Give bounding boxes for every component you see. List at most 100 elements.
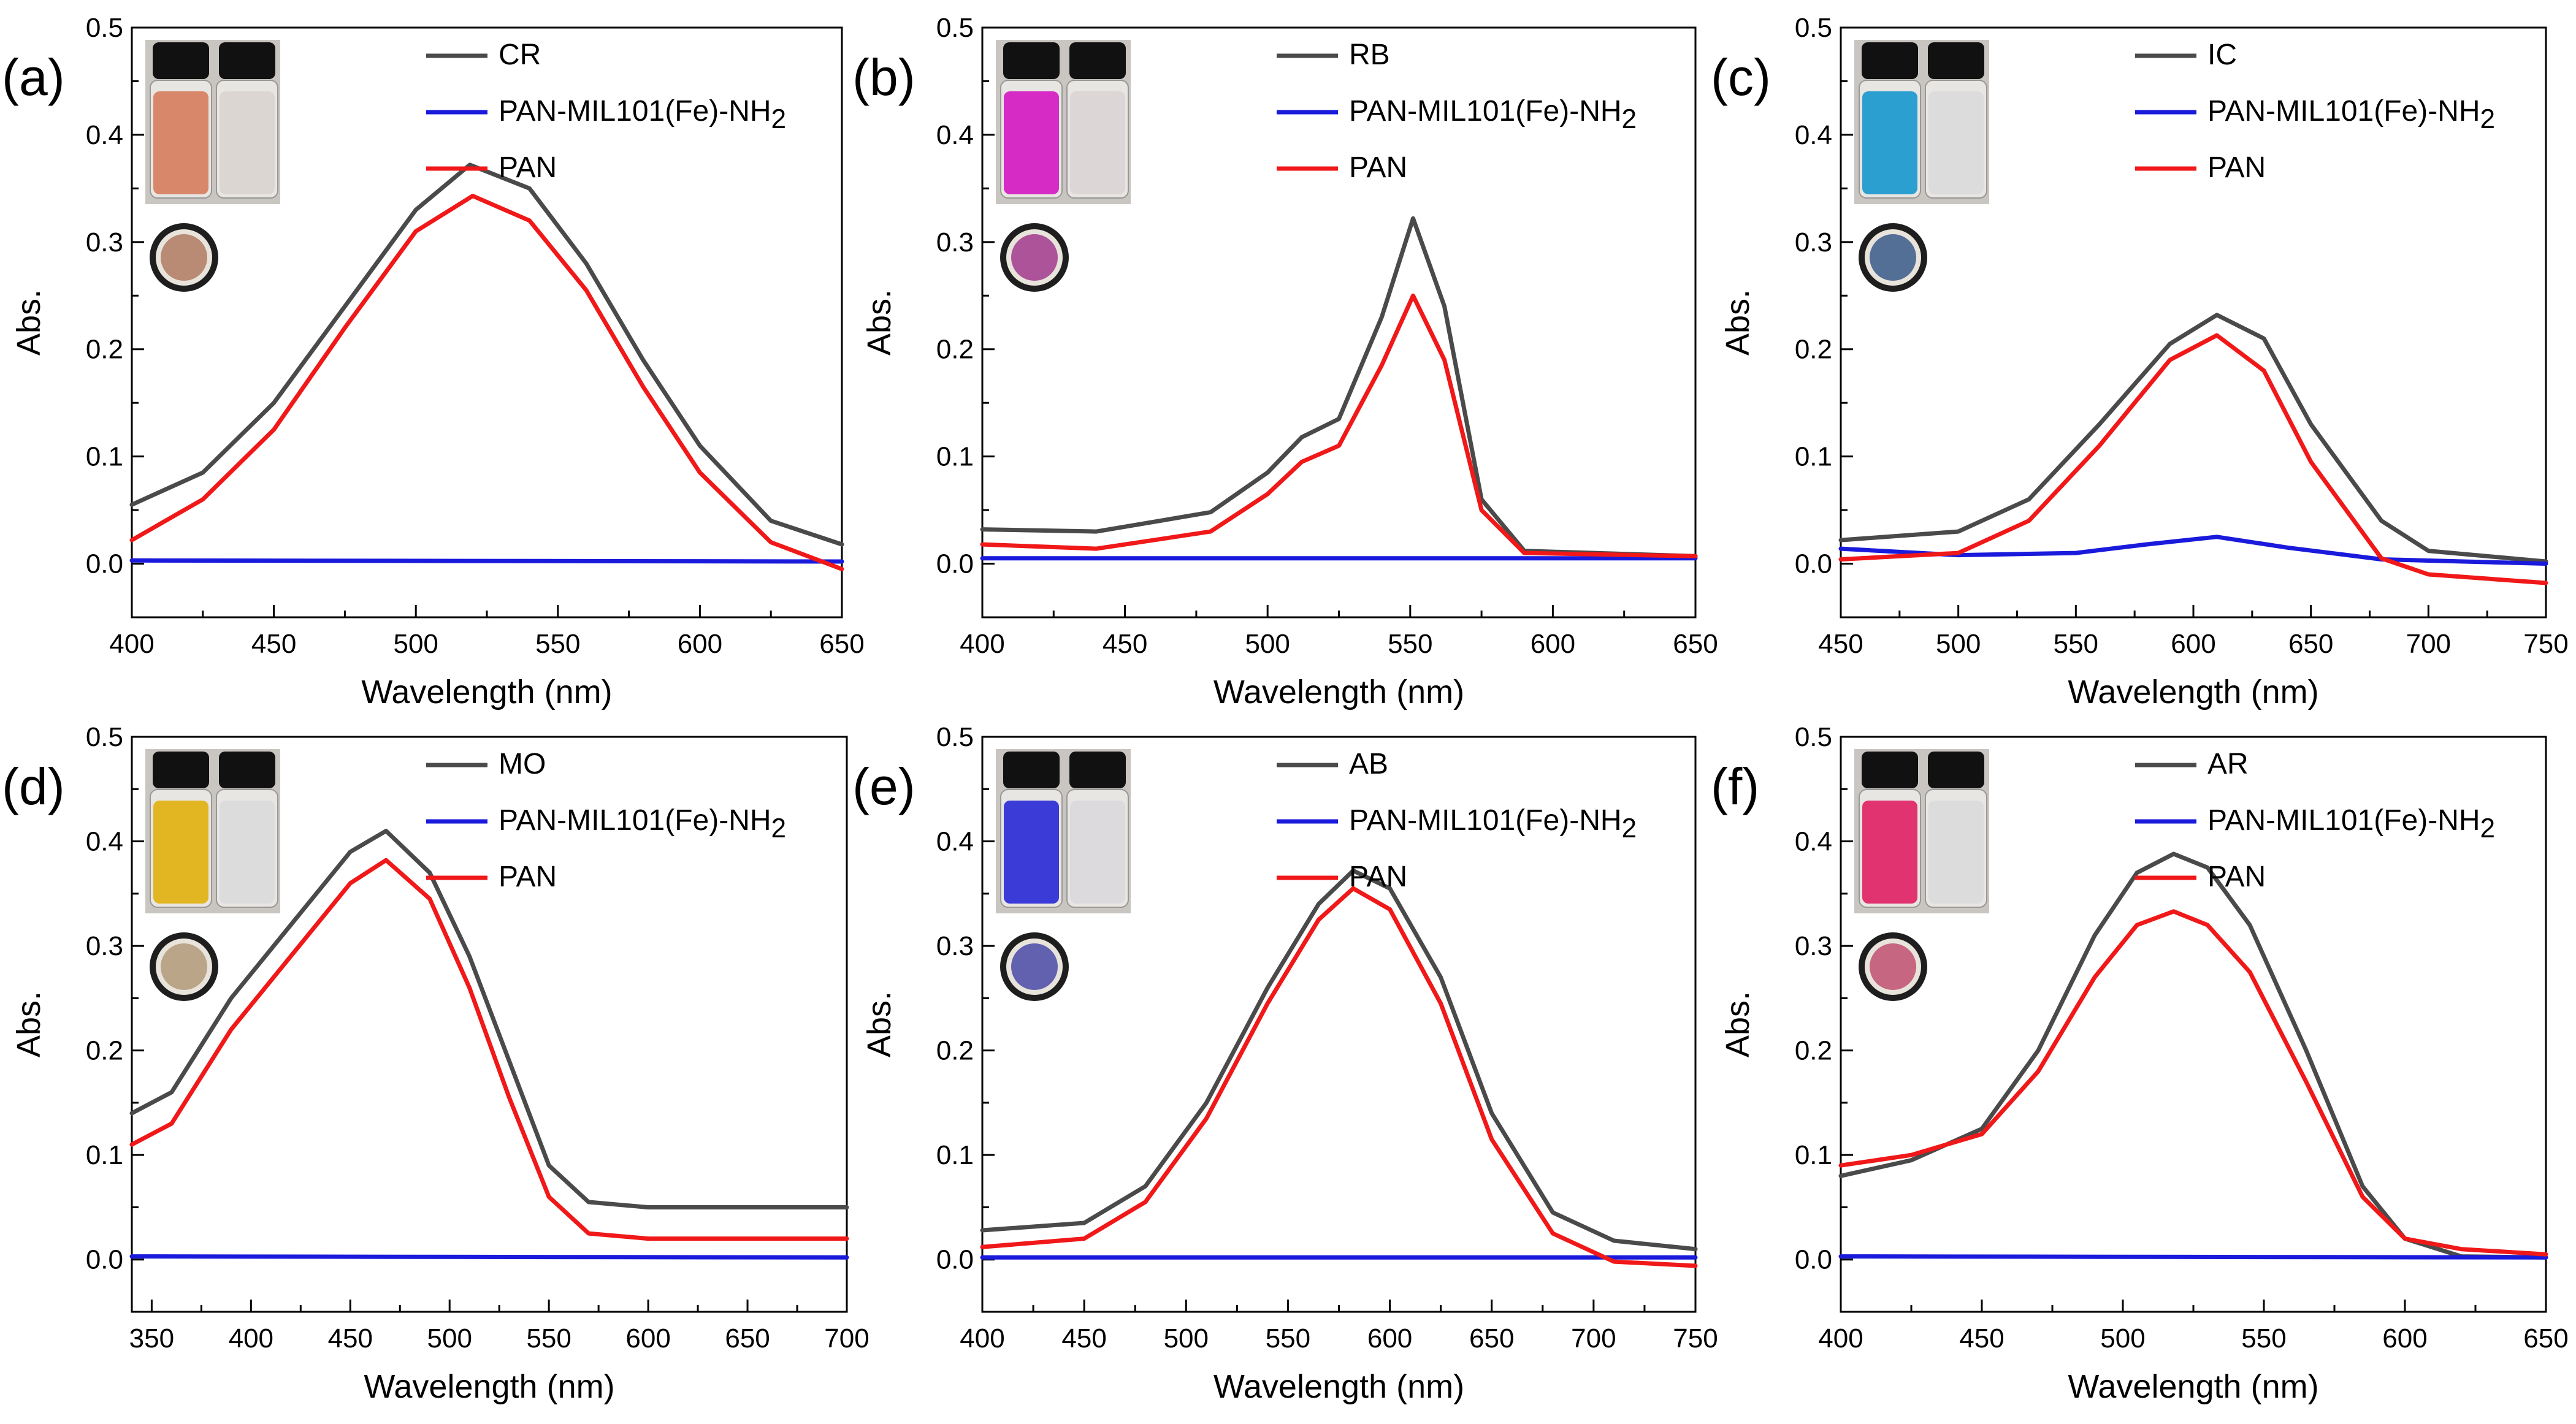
y-tick-label: 0.4	[86, 120, 123, 150]
legend-label: IC	[2207, 39, 2237, 71]
x-tick-label: 650	[2288, 629, 2333, 659]
y-tick-label: 0.3	[936, 227, 974, 257]
y-tick-label: 0.4	[86, 827, 123, 857]
y-tick-label: 0.5	[1795, 722, 1832, 752]
vial-cap	[1069, 752, 1126, 788]
series-line-pan	[129, 858, 849, 1241]
series-line-pan	[1838, 333, 2548, 585]
x-tick-label: 500	[427, 1323, 472, 1354]
series-line-dye	[129, 829, 849, 1209]
x-tick-label: 550	[526, 1323, 571, 1354]
y-tick-label: 0.2	[936, 1036, 974, 1066]
y-tick-label: 0.2	[86, 1036, 123, 1066]
y-tick-label: 0.0	[86, 1245, 123, 1275]
chart-panel: 400 450 500 550 600 650 0.0 0.1 0.2 0.3 0.4 0.5 Wave…	[1711, 722, 2569, 1405]
vial-solution	[153, 91, 208, 194]
legend-label: PAN	[2207, 861, 2266, 893]
legend-label: PAN	[499, 151, 557, 184]
x-tick-label: 650	[819, 629, 864, 659]
legend-label: CR	[499, 39, 541, 71]
vial-cap	[1069, 42, 1126, 79]
vials-photo	[145, 749, 280, 913]
x-tick-label: 650	[2523, 1323, 2568, 1354]
x-tick-label: 550	[2241, 1323, 2286, 1354]
x-tick-label: 450	[1818, 629, 1863, 659]
vial-solution	[220, 801, 275, 904]
vial-cap	[1862, 752, 1918, 788]
x-axis-label: Wavelength (nm)	[361, 674, 612, 710]
series-line-pan	[129, 194, 844, 571]
x-tick-label: 450	[1959, 1323, 2004, 1354]
y-tick-label: 0.4	[936, 827, 974, 857]
legend-label: MO	[499, 748, 546, 780]
y-tick-label: 0.2	[1795, 1036, 1832, 1066]
x-tick-label: 700	[2406, 629, 2451, 659]
panel-label: (c)	[1711, 48, 1771, 106]
legend-label: PAN-MIL101(Fe)-NH2	[1349, 95, 1637, 134]
y-axis-label: Abs.	[1719, 991, 1756, 1057]
x-axis-label: Wavelength (nm)	[2068, 1368, 2318, 1405]
y-axis-label: Abs.	[861, 289, 898, 356]
x-tick-label: 600	[1367, 1323, 1412, 1354]
plot-frame	[131, 736, 848, 1313]
x-tick-label: 650	[725, 1323, 770, 1354]
x-tick-label: 500	[1936, 629, 1981, 659]
vial-cap	[1862, 42, 1918, 79]
x-tick-label: 550	[535, 629, 580, 659]
series-line-dye	[980, 868, 1698, 1252]
legend-label: RB	[1349, 39, 1390, 71]
vials-photo	[996, 749, 1131, 913]
y-tick-label: 0.0	[1795, 549, 1832, 579]
legend-label: PAN-MIL101(Fe)-NH2	[499, 95, 786, 134]
vial-cap	[1928, 752, 1984, 788]
x-tick-label: 500	[1164, 1323, 1209, 1354]
y-tick-label: 0.0	[936, 549, 974, 579]
vial-cap	[219, 42, 275, 79]
y-tick-label: 0.1	[936, 1140, 974, 1170]
chart-panel: 450 500 550 600 650 700 750 0.0 0.1 0.2 0.3 0.4 0.5 W…	[1711, 13, 2569, 710]
series-line-pan	[980, 886, 1698, 1268]
y-tick-label: 0.4	[936, 120, 974, 150]
legend-label: PAN	[499, 861, 557, 893]
y-axis-label: Abs.	[1719, 289, 1756, 356]
x-axis-label: Wavelength (nm)	[2068, 674, 2318, 710]
series-line-dye	[980, 216, 1698, 558]
y-tick-label: 0.1	[86, 1140, 123, 1170]
y-tick-label: 0.5	[86, 722, 123, 752]
vial-cap	[153, 42, 209, 79]
y-tick-label: 0.4	[1795, 827, 1832, 857]
vial-solution	[1862, 91, 1917, 194]
legend-label: PAN-MIL101(Fe)-NH2	[499, 804, 786, 843]
x-tick-label: 400	[109, 629, 154, 659]
chart-panel: 400 450 500 550 600 650 0.0 0.1 0.2 0.3 0.4 0.5 Wave…	[852, 13, 1718, 710]
membrane-stain	[1011, 234, 1058, 281]
series-line-mof	[129, 1254, 849, 1260]
x-tick-label: 400	[1818, 1323, 1863, 1354]
y-tick-label: 0.5	[1795, 13, 1832, 43]
y-tick-label: 0.5	[936, 13, 974, 43]
panel-label: (e)	[852, 758, 915, 815]
legend-label: PAN-MIL101(Fe)-NH2	[2207, 804, 2495, 843]
panel-label: (f)	[1711, 758, 1759, 815]
legend-label: AR	[2207, 748, 2249, 780]
vial-solution	[1928, 801, 1984, 904]
x-tick-label: 700	[824, 1323, 869, 1354]
vial-solution	[1928, 91, 1984, 194]
vials-photo	[145, 40, 280, 204]
x-tick-label: 550	[2054, 629, 2098, 659]
y-tick-label: 0.5	[86, 13, 123, 43]
x-axis-label: Wavelength (nm)	[1213, 674, 1464, 710]
membrane-stain	[1011, 943, 1058, 990]
series-line-dye	[1838, 313, 2548, 564]
legend-label: PAN	[1349, 861, 1407, 893]
vial-cap	[1003, 42, 1060, 79]
y-axis-label: Abs.	[861, 991, 898, 1057]
series-line-pan	[1838, 909, 2548, 1257]
vial-solution	[220, 91, 275, 194]
x-tick-label: 500	[1245, 629, 1290, 659]
y-tick-label: 0.3	[86, 931, 123, 961]
y-tick-label: 0.0	[1795, 1245, 1832, 1275]
vials-photo	[1854, 40, 1989, 204]
vial-solution	[1004, 801, 1059, 904]
x-tick-label: 650	[1469, 1323, 1514, 1354]
